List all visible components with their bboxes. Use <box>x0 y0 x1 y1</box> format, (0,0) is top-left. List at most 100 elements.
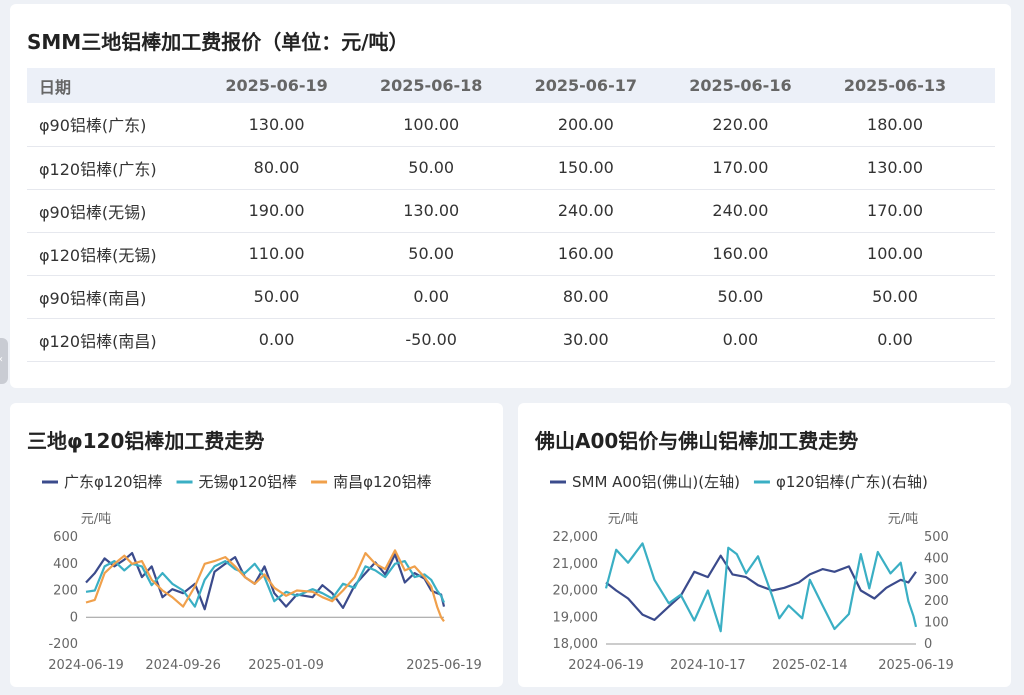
x-tick-label: 2024-09-26 <box>145 658 221 673</box>
collapse-handle[interactable]: ‹ <box>0 338 8 384</box>
series-line <box>605 554 917 621</box>
table-cell: 0.00 <box>353 275 509 319</box>
x-tick-label: 2025-06-19 <box>878 658 954 673</box>
table-cell: 180.00 <box>972 146 995 190</box>
header-date: 2025-06-19 <box>225 76 328 95</box>
legend-label: SMM A00铝(佛山)(左轴) <box>572 473 740 491</box>
row-label: φ90铝棒(广东) <box>27 103 200 147</box>
header-date-label: 日期 <box>39 77 72 97</box>
table-cell: 0.00 <box>199 318 354 362</box>
table-cell: 240.00 <box>508 189 664 233</box>
y-tick-label: 0 <box>70 610 78 625</box>
y-tick-label: 20,000 <box>553 584 599 599</box>
table-cell: 130.00 <box>199 103 354 147</box>
table-cell: 50.00 <box>663 275 818 319</box>
series-line <box>85 560 446 608</box>
row-label: φ120铝棒(广东) <box>27 146 200 190</box>
chart1-title: 三地φ120铝棒加工费走势 <box>27 429 265 453</box>
y-tick-label: 19,000 <box>553 610 599 625</box>
table-cell: 130.00 <box>972 275 995 319</box>
chart-card-three-regions: 三地φ120铝棒加工费走势 广东φ120铝棒 无锡φ120铝棒 南昌φ120铝棒元/… <box>10 403 503 687</box>
y-tick-label: 21,000 <box>553 557 599 572</box>
chart2-title: 佛山A00铝价与佛山铝棒加工费走势 <box>535 429 859 453</box>
table-cell: 170.00 <box>663 146 818 190</box>
chart2-svg: SMM A00铝(佛山)(左轴) φ120铝棒(广东)(右轴) 元/吨 元/吨 22,0… <box>550 473 954 673</box>
table-cell: 0.00 <box>663 318 818 362</box>
y-tick-label: -200 <box>48 637 78 652</box>
table-row: φ120铝棒(广东)80.0050.00150.00170.00130.0018… <box>27 146 995 190</box>
x-tick-label: 2025-01-09 <box>248 658 324 673</box>
table-cell: 230.00 <box>972 103 995 147</box>
legend-label: 南昌φ120铝棒 <box>333 473 432 491</box>
table-row: φ90铝棒(无锡)190.00130.00240.00240.00170.002… <box>27 189 995 233</box>
table-cell: 80.00 <box>972 318 995 362</box>
table-cell: 180.00 <box>817 103 973 147</box>
y2-tick-label: 300 <box>924 573 949 588</box>
table-cell: 80.00 <box>508 275 664 319</box>
table-cell: 80.00 <box>199 146 354 190</box>
y-tick-label: 18,000 <box>553 637 599 652</box>
table-cell: 200.00 <box>972 232 995 276</box>
series-line <box>85 549 445 622</box>
y-tick-label: 600 <box>53 530 78 545</box>
header-date: 2025-06-18 <box>380 76 483 95</box>
legend-label: 无锡φ120铝棒 <box>199 473 298 491</box>
legend-label: 广东φ120铝棒 <box>64 473 163 491</box>
table-cell: 170.00 <box>817 189 973 233</box>
table-cell: 220.00 <box>663 103 818 147</box>
y2-tick-label: 400 <box>924 551 949 566</box>
y-unit-label: 元/吨 <box>608 512 638 527</box>
table-cell: 0.00 <box>817 318 973 362</box>
table-cell: 50.00 <box>817 275 973 319</box>
y-unit-label: 元/吨 <box>81 512 111 527</box>
header-date: 2025-06-17 <box>534 76 637 95</box>
header-date: 2025-06-12 <box>972 68 995 103</box>
y2-tick-label: 100 <box>924 616 949 631</box>
row-label: φ90铝棒(无锡) <box>27 189 200 233</box>
row-label: φ90铝棒(南昌) <box>27 275 200 319</box>
table-cell: 100.00 <box>353 103 509 147</box>
x-tick-label: 2024-10-17 <box>670 658 746 673</box>
y2-tick-label: 200 <box>924 594 949 609</box>
table-cell: 50.00 <box>353 146 509 190</box>
chevron-left-icon: ‹ <box>0 354 3 365</box>
table-cell: 30.00 <box>508 318 664 362</box>
table-cell: 130.00 <box>353 189 509 233</box>
x-tick-label: 2024-06-19 <box>568 658 644 673</box>
table-card: SMM三地铝棒加工费报价（单位：元/吨） 日期 2025-06-19 2025-… <box>10 4 1011 388</box>
x-tick-label: 2025-02-14 <box>772 658 848 673</box>
y-tick-label: 400 <box>53 557 78 572</box>
chart-card-foshan: 佛山A00铝价与佛山铝棒加工费走势 SMM A00铝(佛山)(左轴) φ120铝棒… <box>518 403 1011 687</box>
x-tick-label: 2025-06-19 <box>406 658 482 673</box>
table-cell: 50.00 <box>199 275 354 319</box>
table-cell: 50.00 <box>353 232 509 276</box>
table-cell: 100.00 <box>817 232 973 276</box>
table-title: SMM三地铝棒加工费报价（单位：元/吨） <box>27 30 409 54</box>
y2-unit-label: 元/吨 <box>888 512 918 527</box>
y-tick-label: 200 <box>53 584 78 599</box>
table-cell: 200.00 <box>508 103 664 147</box>
y2-tick-label: 0 <box>924 637 932 652</box>
table-cell: 130.00 <box>817 146 973 190</box>
header-date: 2025-06-13 <box>843 76 947 95</box>
x-tick-label: 2024-06-19 <box>48 658 124 673</box>
y-tick-label: 22,000 <box>553 530 599 545</box>
price-table-scroll[interactable]: 日期 2025-06-19 2025-06-18 2025-06-17 2025… <box>27 68 995 362</box>
table-cell: 240.00 <box>663 189 818 233</box>
table-row: φ120铝棒(无锡)110.0050.00160.00160.00100.002… <box>27 232 995 276</box>
row-label: φ120铝棒(南昌) <box>27 318 200 362</box>
table-cell: 160.00 <box>663 232 818 276</box>
table-row: φ90铝棒(广东)130.00100.00200.00220.00180.002… <box>27 103 995 147</box>
table-cell: 190.00 <box>199 189 354 233</box>
y2-tick-label: 500 <box>924 530 949 545</box>
series-line <box>604 542 918 633</box>
table-header-row: 日期 2025-06-19 2025-06-18 2025-06-17 2025… <box>27 68 995 103</box>
header-date: 2025-06-16 <box>689 76 792 95</box>
price-table: 日期 2025-06-19 2025-06-18 2025-06-17 2025… <box>27 68 995 362</box>
legend-label: φ120铝棒(广东)(右轴) <box>776 473 928 491</box>
table-cell: 270.00 <box>972 189 995 233</box>
table-cell: -50.00 <box>353 318 509 362</box>
